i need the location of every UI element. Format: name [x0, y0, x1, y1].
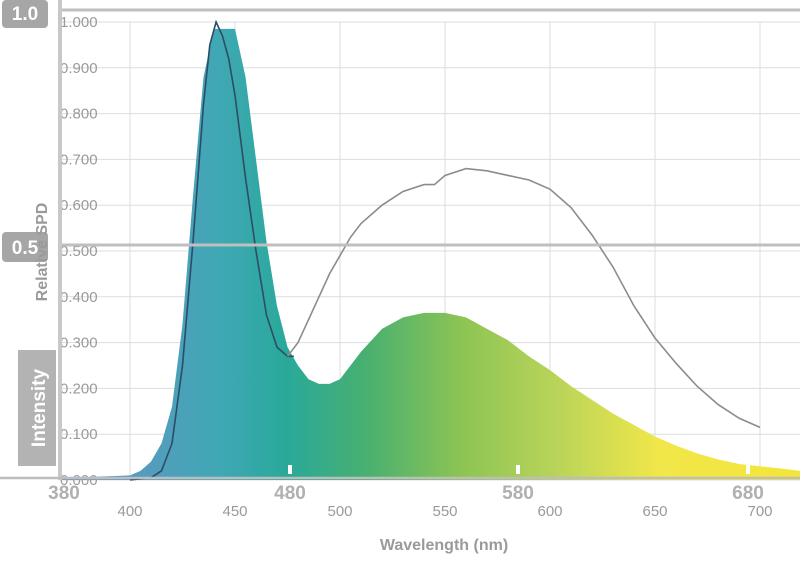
intensity-box: [18, 350, 56, 466]
y-tick-label: 0.900: [60, 60, 98, 77]
x-tick-label: 400: [117, 503, 142, 520]
overlay-nm-labels: 380 480 580 680: [48, 465, 764, 504]
overlay-nm-label: 580: [502, 483, 534, 504]
y-tick-label: 1.000: [60, 14, 98, 31]
mid-badge: [2, 232, 48, 262]
y-tick-label: 0.800: [60, 106, 98, 123]
y-tick-label: 0.300: [60, 335, 98, 352]
y-axis-title: Relative SPD: [34, 203, 51, 302]
y-tick-label: 0.500: [60, 243, 98, 260]
x-tick-label: 650: [642, 503, 667, 520]
y-tick-labels: 0.000 0.100 0.200 0.300 0.400 0.500 0.600 0.700…: [60, 14, 98, 489]
overlay-nm-tick: [288, 465, 292, 474]
overlay-nm-label: 480: [274, 483, 306, 504]
overlay-nm-tick: [746, 465, 750, 474]
y-tick-label: 0.400: [60, 289, 98, 306]
x-tick-label: 600: [537, 503, 562, 520]
y-tick-label: 0.700: [60, 151, 98, 168]
x-tick-label: 700: [747, 503, 772, 520]
top-badge-label: 1.0: [12, 4, 38, 25]
overlay-nm-tick: [516, 465, 520, 474]
dark-spectrum-line: [129, 19, 294, 481]
overlay-nm-label: 680: [732, 483, 764, 504]
intensity-label: Intensity: [29, 369, 50, 448]
x-tick-label: 550: [432, 503, 457, 520]
x-tick-label: 450: [222, 503, 247, 520]
y-tick-label: 0.100: [60, 426, 98, 443]
spectrum-area: [60, 28, 800, 481]
x-axis-title: Wavelength (nm): [380, 537, 508, 554]
y-tick-label: 0.000: [60, 472, 98, 489]
x-tick-labels: 400 450 500 550 600 650 700: [117, 503, 772, 520]
overlay-nm-label: 380: [48, 483, 80, 504]
y-tick-label: 0.200: [60, 380, 98, 397]
x-tick-label: 500: [327, 503, 352, 520]
mid-badge-label: 0.5: [12, 238, 39, 259]
top-badge: [2, 0, 48, 28]
y-tick-label: 0.600: [60, 197, 98, 214]
grey-spectrum-line: [286, 167, 761, 429]
